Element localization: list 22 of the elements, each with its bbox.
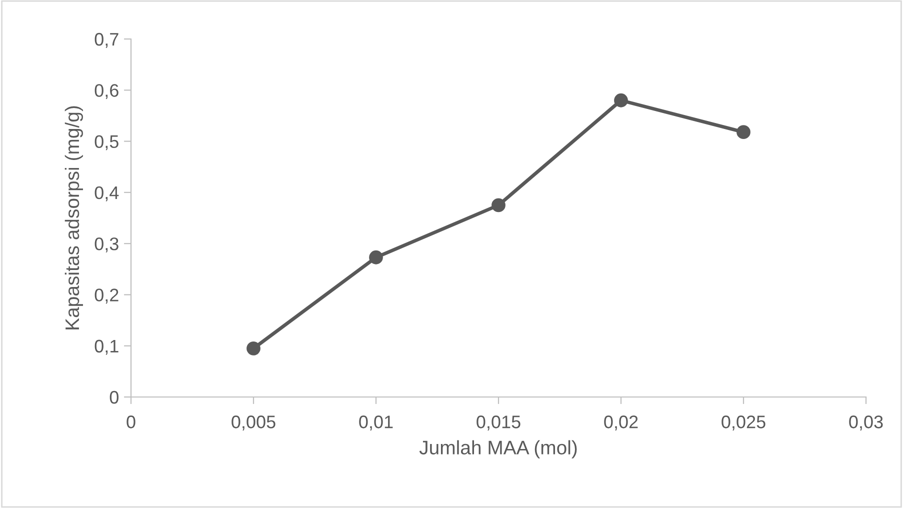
point <box>369 250 383 264</box>
x-tick-label: 0,01 <box>359 416 393 430</box>
x-tick-label: 0,03 <box>849 416 883 430</box>
x-tick-label: 0,005 <box>232 416 276 430</box>
point <box>736 125 750 140</box>
y-tick-label: 0,2 <box>94 288 118 304</box>
point <box>492 198 506 212</box>
x-tick-label: 0,015 <box>476 416 520 430</box>
y-tick-label: 0,1 <box>94 340 118 355</box>
y-tick-label: 0,5 <box>94 135 118 150</box>
x-tick-label: 0,02 <box>604 416 638 430</box>
x-tick-label: 0 <box>126 416 136 428</box>
y-tick-label: 0,4 <box>94 186 119 202</box>
y-axis-title: Kapasitas adsorpsi (mg/g) <box>64 106 83 330</box>
point <box>614 93 628 108</box>
x-tick-label: 0,025 <box>722 416 766 430</box>
y-tick-label: 0,6 <box>94 84 118 99</box>
x-axis-title: Jumlah MAA (mol) <box>419 440 577 458</box>
y-tick-label: 0,3 <box>94 238 118 252</box>
y-tick-label: 0,7 <box>94 32 118 48</box>
point <box>246 341 260 356</box>
y-tick-label: 0 <box>110 390 118 404</box>
